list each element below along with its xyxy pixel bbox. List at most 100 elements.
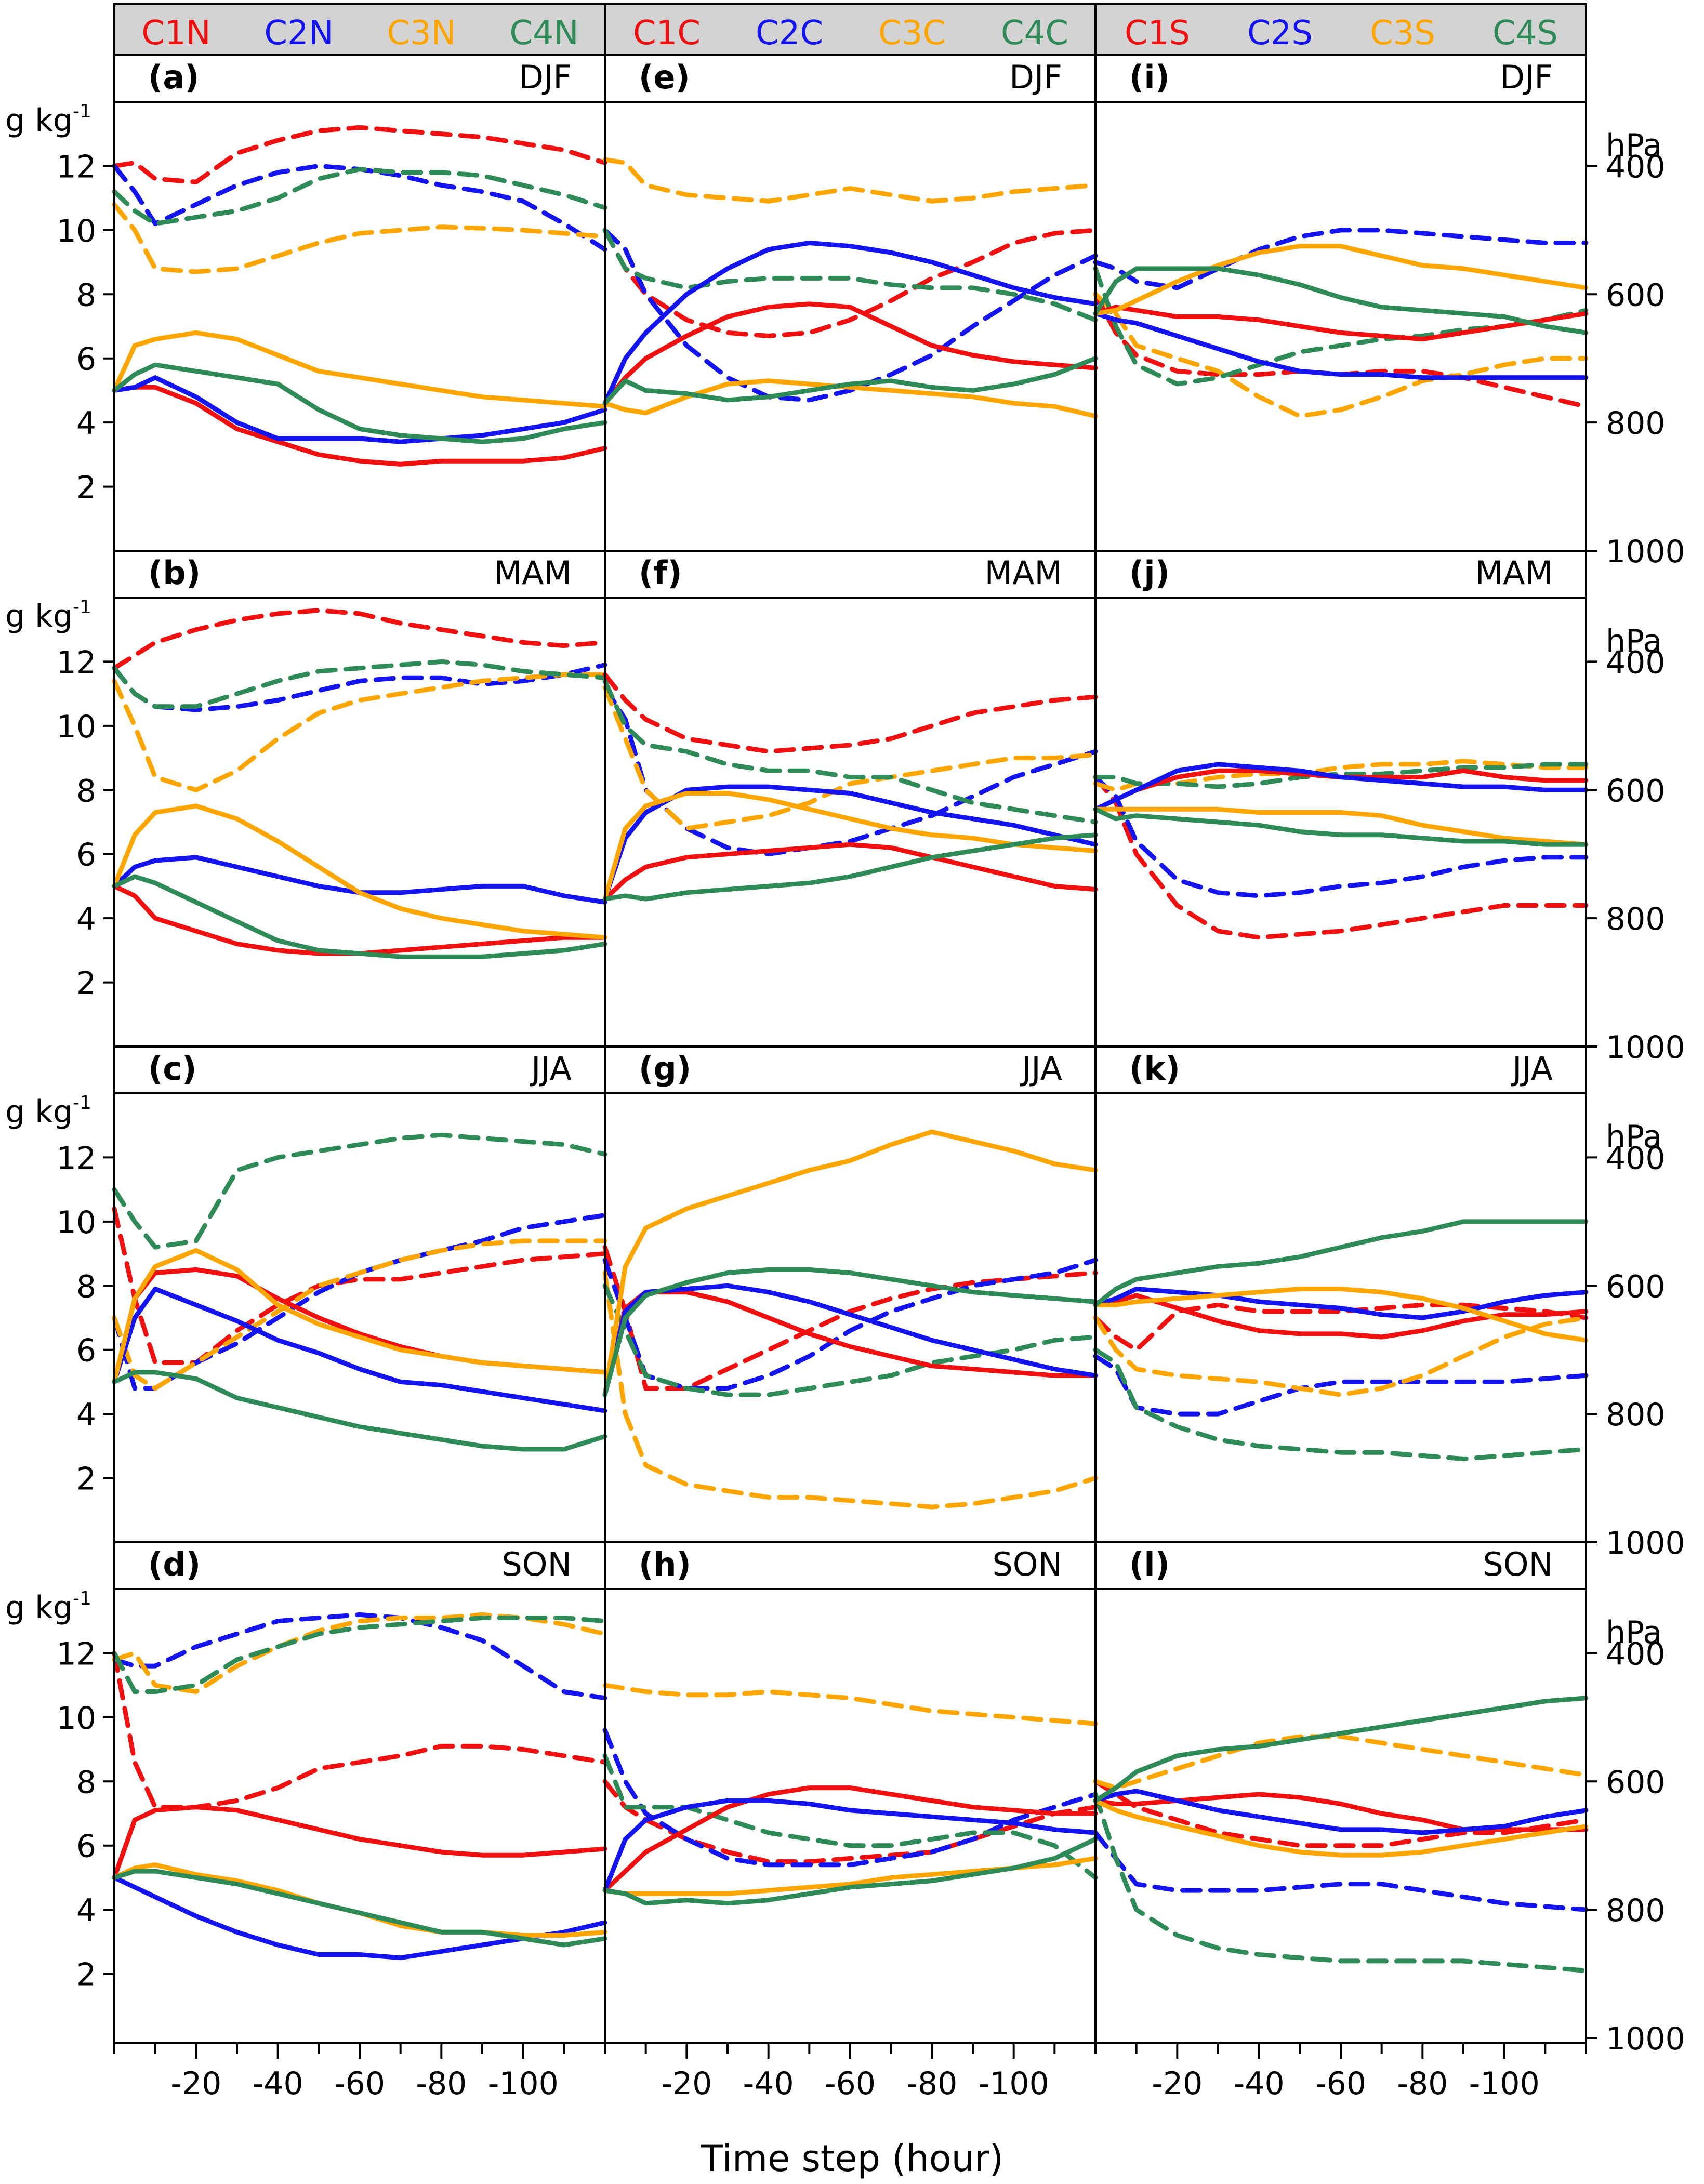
humidity-line-c4 <box>1093 1696 1589 1803</box>
panel-titles: (a) DJF (e) DJF (i) DJF (b) MAM (f) MAM … <box>148 58 1553 1583</box>
humidity-line-c2 <box>112 855 607 905</box>
panel-id-label: (k) <box>1129 1050 1180 1088</box>
right-axis-tick-label: 400 <box>1606 1636 1666 1672</box>
pressure-line-c2 <box>1093 1830 1589 1912</box>
left-axis-tick-label: 8 <box>76 773 96 809</box>
pressure-line-c3 <box>112 1238 607 1391</box>
legend-label: C4S <box>1492 14 1558 52</box>
pressure-line-c4 <box>112 167 607 226</box>
legend-label: C4N <box>509 14 578 52</box>
pressure-line-c4 <box>602 228 1098 323</box>
humidity-line-c2 <box>1093 762 1589 812</box>
left-axis-tick-label: 4 <box>76 901 96 937</box>
panel-id-label: (i) <box>1129 58 1170 96</box>
pressure-line-c4 <box>602 1283 1098 1397</box>
pressure-line-c3 <box>112 672 607 792</box>
panel-id-label: (l) <box>1129 1545 1170 1583</box>
humidity-line-c4 <box>112 362 607 444</box>
panel-id-label: (b) <box>148 554 201 592</box>
pressure-line-c2 <box>112 163 607 252</box>
pressure-line-c1 <box>1093 1779 1589 1848</box>
left-axis-tick-label: 2 <box>76 1461 96 1498</box>
right-axis-tick-label: 800 <box>1606 1397 1666 1433</box>
left-axis-tick-label: 10 <box>57 1204 96 1241</box>
humidity-line-c4 <box>112 1370 607 1452</box>
panel-plot-k <box>1093 1219 1589 1461</box>
pressure-line-c3 <box>602 157 1098 204</box>
pressure-line-c3 <box>1093 1734 1589 1791</box>
legend-label: C4C <box>1001 14 1068 52</box>
humidity-line-c3 <box>112 330 607 409</box>
left-axis-tick-label: 8 <box>76 1268 96 1305</box>
pressure-line-c1 <box>1093 292 1589 409</box>
pressure-line-c2 <box>1093 1354 1589 1417</box>
left-axis-unit: g kg-1 <box>5 597 91 634</box>
panel-plot-g <box>602 1129 1098 1510</box>
panel-id-label: (a) <box>148 58 200 96</box>
panel-id-label: (g) <box>639 1050 691 1088</box>
left-axis-tick-label: 8 <box>76 1764 96 1801</box>
left-axis-tick-label: 2 <box>76 470 96 506</box>
humidity-line-c4 <box>112 874 607 959</box>
legend-label: C3S <box>1370 14 1435 52</box>
left-axis-tick-label: 2 <box>76 1957 96 1993</box>
x-axis-tick-label: -100 <box>488 2066 559 2102</box>
humidity-line-c4 <box>1093 266 1589 335</box>
right-axis-tick-label: 600 <box>1606 277 1666 313</box>
humidity-line-c2 <box>1093 311 1589 380</box>
right-axis-tick-label: 1000 <box>1606 1525 1685 1561</box>
left-axis-tick-label: 8 <box>76 277 96 313</box>
pressure-line-c1 <box>112 608 607 671</box>
humidity-line-c1 <box>112 1805 607 1880</box>
pressure-line-c3 <box>1093 1315 1589 1397</box>
humidity-line-c3 <box>1093 244 1589 316</box>
panel-plot-e <box>602 157 1098 419</box>
x-axis-tick-label: -60 <box>334 2066 385 2102</box>
pressure-line-c1 <box>602 1245 1098 1391</box>
legend-label: C1S <box>1125 14 1190 52</box>
panel-plot-a <box>112 125 607 467</box>
right-axis-tick-label: 1000 <box>1606 1029 1685 1066</box>
left-axis-unit-exponent: -1 <box>73 597 91 618</box>
x-axis-tick-label: -60 <box>1315 2066 1366 2102</box>
x-axis-tick-label: -40 <box>743 2066 794 2102</box>
season-label: DJF <box>1500 58 1553 96</box>
humidity-line-c4 <box>602 1267 1098 1397</box>
panel-plot-b <box>112 608 607 959</box>
humidity-line-c2 <box>112 375 607 444</box>
humidity-line-c3 <box>602 1129 1098 1397</box>
plot-lines <box>112 125 1589 1973</box>
right-axis-tick-label: 800 <box>1606 1892 1666 1929</box>
right-axis-unit: hPa <box>1606 127 1662 164</box>
panel-plot-d <box>112 1612 607 1961</box>
humidity-line-c3 <box>112 803 607 940</box>
humidity-line-c2 <box>602 1283 1098 1397</box>
pressure-line-c2 <box>1093 775 1589 898</box>
humidity-line-c4 <box>602 1836 1098 1906</box>
left-axis-unit-exponent: -1 <box>73 1588 91 1609</box>
humidity-line-c4 <box>602 356 1098 406</box>
left-axis-tick-label: 12 <box>57 1636 96 1672</box>
panel-plot-c <box>112 1132 607 1452</box>
x-axis-tick-label: -20 <box>1152 2066 1203 2102</box>
x-axis-tick-label: -20 <box>661 2066 712 2102</box>
season-label: SON <box>992 1545 1062 1583</box>
left-axis-tick-label: 12 <box>57 644 96 681</box>
humidity-line-c4 <box>1093 806 1589 847</box>
x-axis-title: Time step (hour) <box>701 2137 1003 2180</box>
humidity-line-c3 <box>1093 1287 1589 1343</box>
right-axis-tick-label: 1000 <box>1606 2021 1685 2057</box>
humidity-line-c1 <box>112 385 607 467</box>
pressure-line-c4 <box>1093 1792 1589 1973</box>
left-axis-tick-label: 12 <box>57 149 96 185</box>
left-axis-tick-label: 10 <box>57 213 96 249</box>
right-axis-unit: hPa <box>1606 1614 1662 1651</box>
pressure-line-c3 <box>1093 292 1589 419</box>
pressure-line-c1 <box>112 125 607 184</box>
humidity-line-c1 <box>602 1785 1098 1893</box>
humidity-line-c2 <box>112 1287 607 1413</box>
panel-id-label: (h) <box>639 1545 691 1583</box>
panel-plot-f <box>602 672 1098 902</box>
left-axis-tick-label: 6 <box>76 341 96 378</box>
left-axis-tick-label: 4 <box>76 1397 96 1433</box>
